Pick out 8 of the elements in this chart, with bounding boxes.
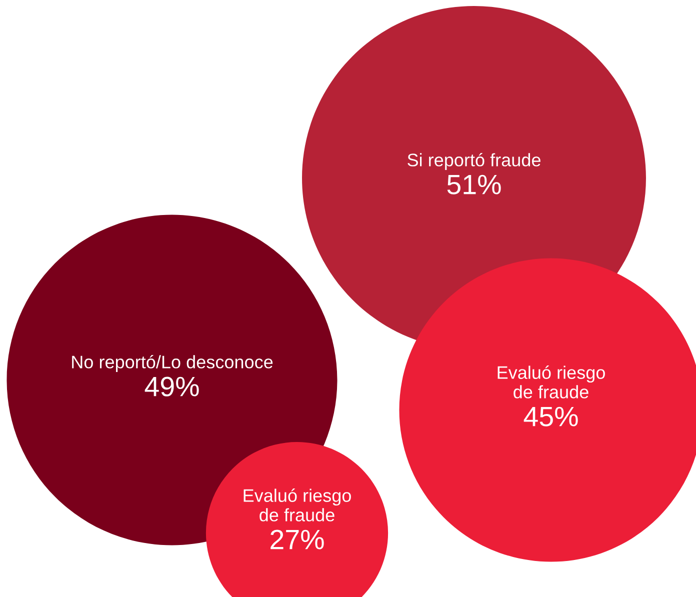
data-label: 45% <box>524 406 578 426</box>
category-label: Si reportó fraude <box>408 152 540 170</box>
data-label: 49% <box>144 376 199 396</box>
category-label: No reportó/Lo desconoce <box>72 354 273 372</box>
category-label: Evaluó riesgo de fraude <box>498 366 605 398</box>
category-label: Evaluó riesgo de fraude <box>244 488 351 522</box>
data-label: 27% <box>270 530 324 550</box>
data-label: 51% <box>447 174 501 194</box>
